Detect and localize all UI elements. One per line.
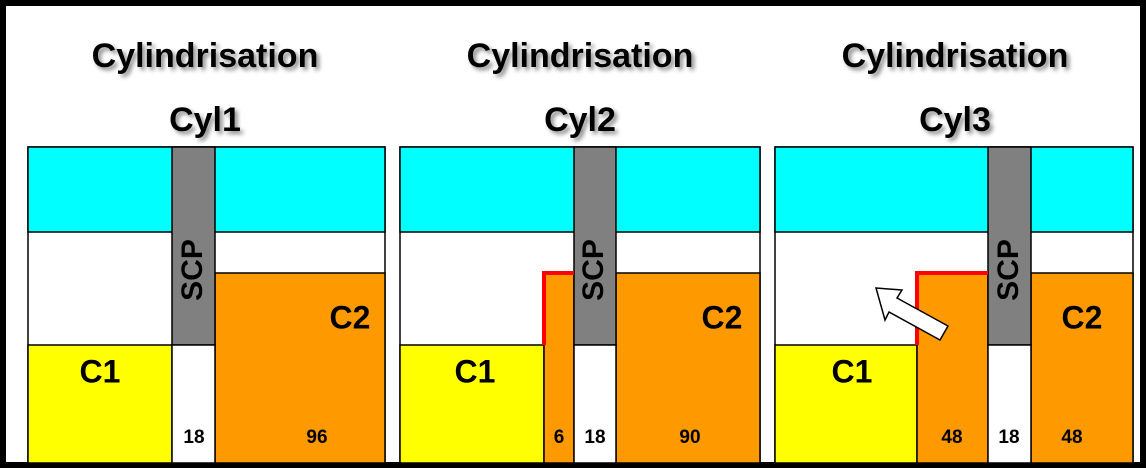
extra-block	[916, 272, 989, 464]
c1-label: C1	[832, 353, 873, 389]
extra-size: 6	[554, 427, 565, 448]
c1-label: C1	[80, 353, 121, 389]
panel-subtitle: Cyl1	[169, 101, 241, 139]
gap-block	[573, 344, 617, 464]
c2-label: C2	[1062, 299, 1103, 335]
c2-block	[1030, 272, 1134, 464]
boundary-line	[542, 271, 574, 345]
c2-size: 90	[679, 427, 700, 448]
c1-block	[27, 344, 173, 464]
panel-cyl2: Cylindrisation Cyl2 SCP C1 C2 6 18 90	[399, 37, 761, 464]
panel-cyl3: Cylindrisation Cyl3 SCP C1 C2 48 18 48	[774, 37, 1134, 464]
gap-block	[987, 344, 1032, 464]
c2-block	[214, 272, 386, 464]
cyan-band	[774, 146, 1134, 233]
scp-label: SCP	[176, 239, 209, 301]
scp-label: SCP	[992, 239, 1025, 301]
gap-size: 18	[183, 427, 204, 448]
c2-size: 48	[1061, 427, 1082, 448]
gap-size: 18	[584, 427, 605, 448]
c1-label: C1	[455, 353, 496, 389]
panel-cyl1: Cylindrisation Cyl1 SCP C1 C2 18 96	[27, 37, 386, 464]
scp-column	[987, 146, 1032, 346]
panel-title: Cylindrisation	[467, 37, 694, 75]
c1-block	[399, 344, 545, 464]
extra-size: 48	[941, 427, 962, 448]
panel-title: Cylindrisation	[92, 37, 319, 75]
panel-subtitle: Cyl2	[544, 101, 616, 139]
scp-column	[573, 146, 617, 346]
c2-block	[615, 272, 761, 464]
arrow	[874, 287, 950, 342]
gap-size: 18	[998, 427, 1019, 448]
c2-label: C2	[702, 299, 743, 335]
panel-title: Cylindrisation	[842, 37, 1069, 75]
gap-block	[171, 344, 216, 464]
panel-subtitle: Cyl3	[919, 101, 991, 139]
scp-label: SCP	[577, 239, 610, 301]
c1-block	[774, 344, 918, 464]
scp-column	[171, 146, 216, 346]
c2-label: C2	[330, 299, 371, 335]
c2-size: 96	[306, 427, 327, 448]
